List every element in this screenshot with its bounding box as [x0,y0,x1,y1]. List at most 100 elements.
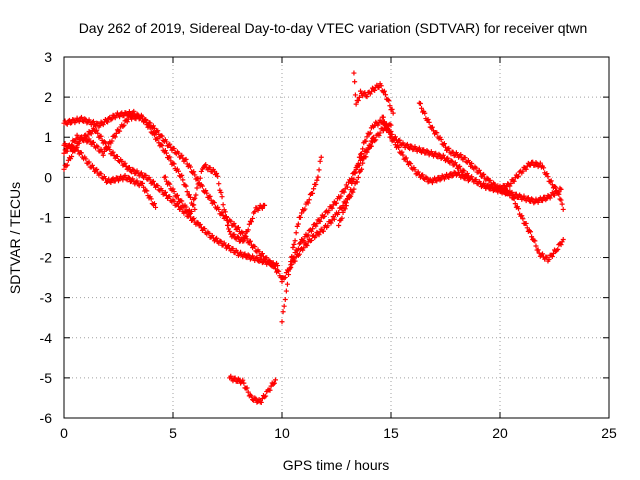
data-point [403,155,409,161]
data-point [171,145,177,151]
data-point [318,154,324,160]
data-point [399,149,405,155]
data-point [314,221,320,227]
data-point [390,110,396,116]
data-point [521,193,527,199]
data-point [126,175,132,181]
series-arc-14 [480,159,566,212]
data-point [230,246,236,252]
data-point [180,177,186,183]
data-point [540,198,546,204]
data-point [226,243,232,249]
grid-lines [64,57,609,418]
data-point [167,194,173,200]
data-point [313,233,319,239]
data-point [138,170,144,176]
data-point [109,116,115,122]
data-point [438,137,444,143]
data-point [102,140,108,146]
data-point [263,393,269,399]
data-point [74,132,80,138]
data-point [105,119,111,125]
data-point [415,169,421,175]
data-point [275,263,281,269]
data-point [341,189,347,195]
data-point [281,303,287,309]
data-point [279,319,285,325]
data-point [422,110,428,116]
data-point [109,138,115,144]
data-point [245,227,251,233]
data-point [247,238,253,244]
data-point [381,88,387,94]
data-point [199,183,205,189]
data-point [429,124,435,130]
series-arc-5 [161,162,268,244]
chart-title: Day 262 of 2019, Sidereal Day-to-day VTE… [79,20,588,36]
data-point [354,179,360,185]
data-point [325,223,331,229]
data-point [175,150,181,156]
data-point [153,204,159,210]
data-point [105,145,111,151]
data-point [170,186,176,192]
data-point [69,142,75,148]
data-point [545,174,551,180]
data-point [356,94,362,100]
data-point [241,238,247,244]
data-point [219,194,225,200]
data-point [388,128,394,134]
data-point [250,215,256,221]
data-point [282,297,288,303]
data-point [334,200,339,206]
data-point [148,196,154,202]
y-tick-label: -5 [40,370,53,386]
data-point [386,97,392,103]
data-point [420,172,426,178]
data-point [139,180,145,186]
data-point [61,166,67,172]
data-point [131,167,137,173]
series-arc-7 [279,154,324,325]
data-point [155,183,161,189]
data-point [108,180,114,186]
data-point [214,235,220,241]
data-point [72,139,78,145]
data-point [355,174,361,180]
data-point [317,218,323,224]
data-point [240,377,246,383]
y-tick-label: -4 [40,330,53,346]
x-tick-label: 10 [274,425,290,441]
data-point [317,158,323,164]
data-point [242,251,248,257]
data-point [311,186,317,192]
data-point [197,221,203,227]
data-point [155,128,161,134]
data-point [446,174,452,180]
y-tick-label: -2 [40,250,53,266]
data-point [147,120,153,126]
data-point [446,145,452,151]
data-point [421,147,427,153]
data-point [347,192,353,198]
data-point [117,128,123,134]
data-point [216,181,222,187]
data-point [308,228,314,234]
data-point [114,154,120,160]
data-point [298,214,304,220]
data-point [523,166,529,172]
data-point [238,249,244,255]
data-point [134,178,140,184]
data-point [306,197,312,203]
data-point [207,193,213,199]
data-point [186,192,192,198]
data-point [351,176,357,182]
data-point [211,200,217,206]
series-arc-6 [227,373,278,405]
data-point [193,192,199,198]
data-point [89,162,95,168]
data-point [397,137,403,143]
data-point [293,230,299,236]
y-tick-label: 1 [44,129,52,145]
data-point [295,221,301,227]
